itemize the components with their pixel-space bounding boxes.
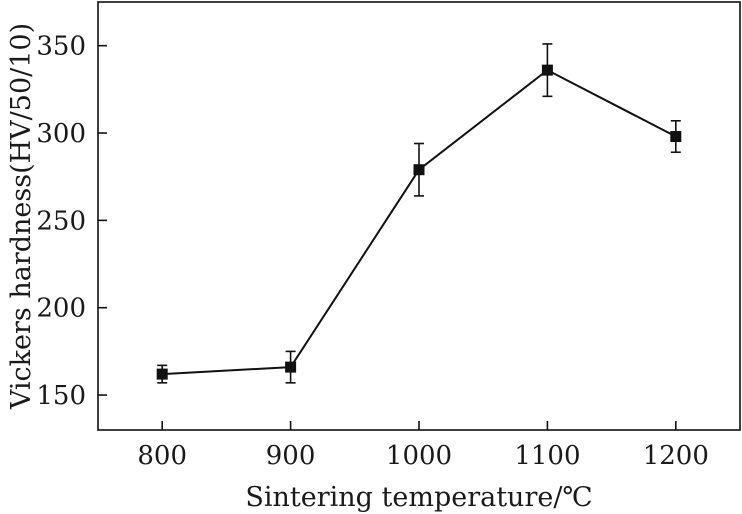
y-axis-ticks: 150 200 250 300 350	[36, 32, 107, 411]
plot-area	[97, 1, 741, 431]
x-axis-ticks: 800 900 1000 1100 1200	[137, 421, 709, 471]
y-tick-label: 350	[36, 32, 86, 62]
x-tick-label: 1000	[386, 441, 452, 471]
y-axis-label: Vickers hardness(HV/50/10)	[6, 23, 37, 410]
data-point-marker	[670, 131, 682, 143]
data-point-marker	[156, 368, 168, 380]
x-tick-label: 1200	[643, 441, 709, 471]
y-tick-label: 300	[36, 119, 86, 149]
plot-frame	[97, 1, 741, 431]
y-tick-label: 200	[36, 294, 86, 324]
x-tick-label: 1100	[514, 441, 580, 471]
data-point-marker	[541, 64, 553, 76]
data-point-marker	[285, 361, 297, 373]
x-axis-label: Sintering temperature/℃	[245, 482, 592, 513]
y-tick-label: 150	[36, 381, 86, 411]
series-line	[162, 68, 677, 376]
y-tick-label: 250	[36, 206, 86, 236]
data-point-marker	[413, 164, 425, 176]
x-tick-label: 800	[137, 441, 187, 471]
x-tick-label: 900	[266, 441, 316, 471]
series-layer	[156, 43, 682, 384]
